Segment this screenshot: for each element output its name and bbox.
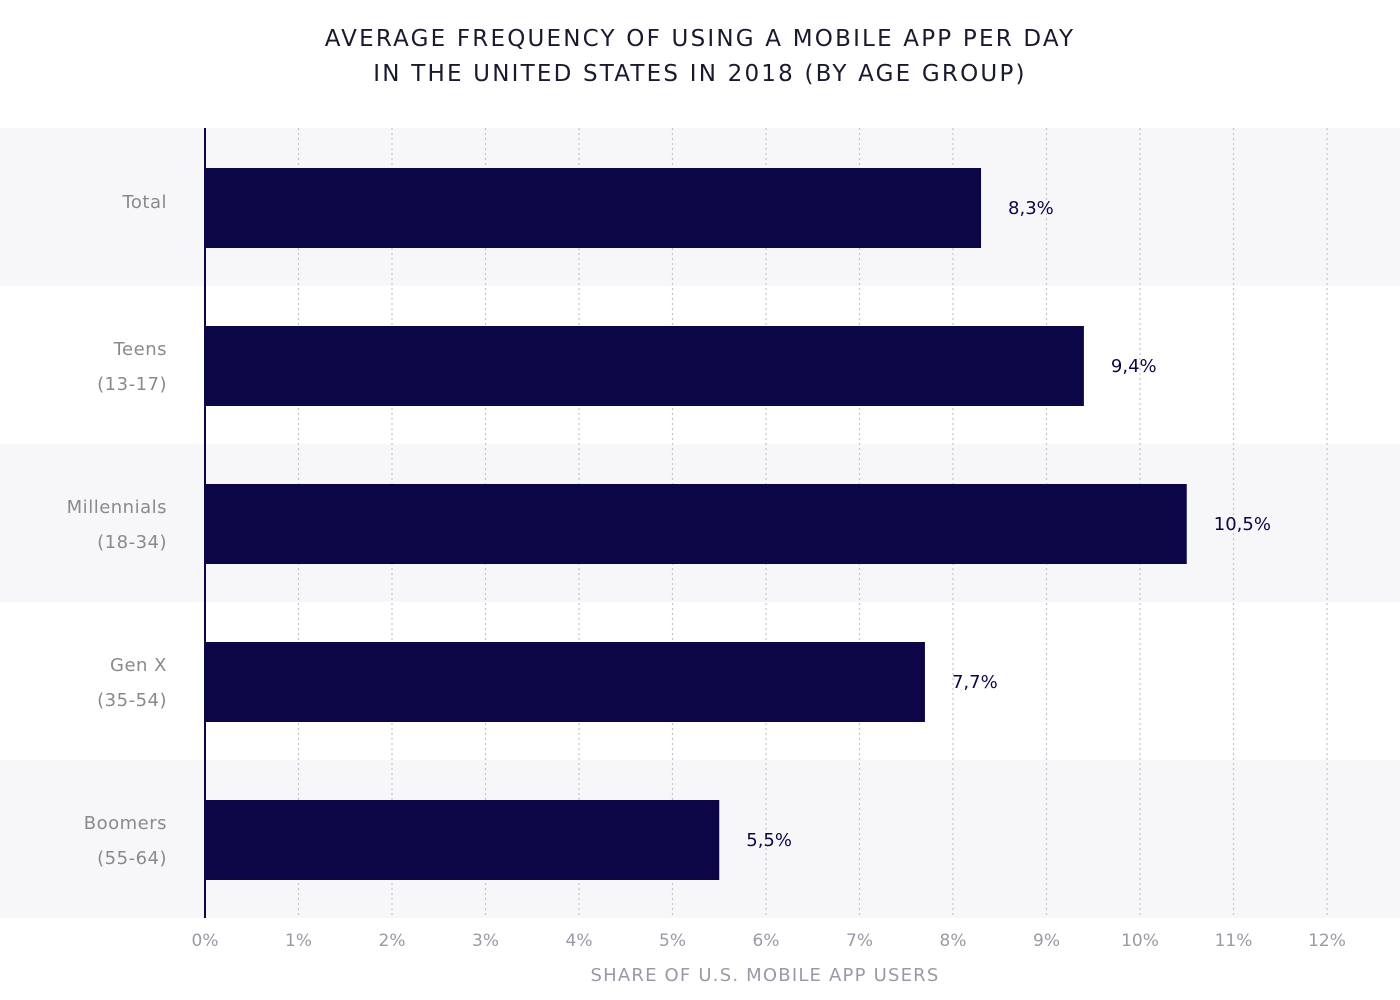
x-tick-label-4: 4% bbox=[566, 931, 593, 951]
value-label-3: 7,7% bbox=[952, 672, 998, 693]
x-tick-label-6: 6% bbox=[753, 931, 780, 951]
value-label-1: 9,4% bbox=[1111, 356, 1157, 377]
x-tick-label-7: 7% bbox=[846, 931, 873, 951]
value-label-2: 10,5% bbox=[1214, 514, 1271, 535]
x-tick-label-8: 8% bbox=[940, 931, 967, 951]
x-tick-label-10: 10% bbox=[1121, 931, 1159, 951]
bar-0 bbox=[205, 168, 982, 248]
x-tick-label-3: 3% bbox=[472, 931, 499, 951]
bar-1 bbox=[205, 326, 1084, 406]
x-tick-label-1: 1% bbox=[285, 931, 312, 951]
chart-title-line-1: AVERAGE FREQUENCY OF USING A MOBILE APP … bbox=[324, 26, 1076, 52]
x-tick-label-0: 0% bbox=[192, 931, 219, 951]
category-label-1-0: Teens bbox=[113, 339, 167, 360]
category-label-2-0: Millennials bbox=[67, 497, 167, 518]
category-label-0-0: Total bbox=[121, 192, 167, 213]
bar-2 bbox=[205, 484, 1187, 564]
x-tick-label-2: 2% bbox=[379, 931, 406, 951]
bar-4 bbox=[205, 800, 720, 880]
category-label-3-0: Gen X bbox=[110, 655, 167, 676]
value-label-0: 8,3% bbox=[1008, 198, 1054, 219]
category-label-3-1: (35-54) bbox=[97, 690, 167, 711]
category-label-4-1: (55-64) bbox=[97, 848, 167, 869]
category-label-4-0: Boomers bbox=[84, 813, 167, 834]
x-tick-label-5: 5% bbox=[659, 931, 686, 951]
x-axis-label: SHARE OF U.S. MOBILE APP USERS bbox=[590, 965, 939, 986]
category-label-2-1: (18-34) bbox=[97, 532, 167, 553]
bar-3 bbox=[205, 642, 925, 722]
category-label-1-1: (13-17) bbox=[97, 374, 167, 395]
chart-title-line-2: IN THE UNITED STATES IN 2018 (BY AGE GRO… bbox=[373, 61, 1027, 87]
x-tick-label-12: 12% bbox=[1308, 931, 1346, 951]
value-label-4: 5,5% bbox=[746, 830, 792, 851]
x-tick-label-11: 11% bbox=[1215, 931, 1253, 951]
x-tick-label-9: 9% bbox=[1033, 931, 1060, 951]
